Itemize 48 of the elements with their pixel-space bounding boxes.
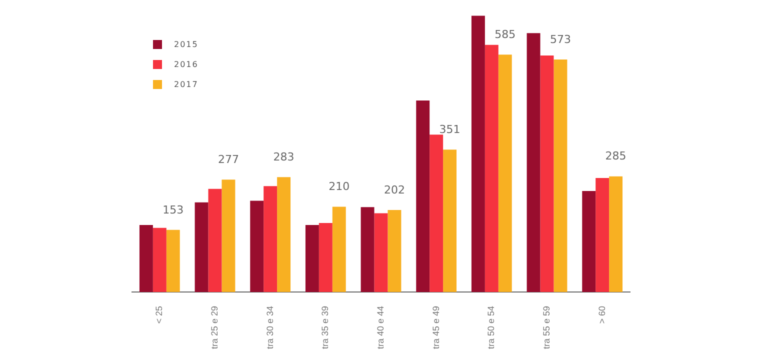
x-tick-label: tra 55 e 59 [541,306,552,349]
bar [388,210,402,292]
data-label: 153 [162,203,184,216]
bar [332,206,346,292]
bar [540,55,554,292]
x-tick-label: tra 30 e 34 [264,306,275,349]
bar [582,190,596,292]
bar [443,150,457,292]
legend-label: 2015 [174,40,198,48]
data-label: 210 [328,180,350,194]
legend-label: 2016 [174,60,198,68]
x-tick-label: < 25 [154,306,164,324]
data-label: 285 [605,150,626,163]
data-label: 585 [494,28,516,42]
bar [609,176,623,292]
data-label: 202 [384,183,405,196]
bar [222,180,236,292]
data-label: 277 [218,152,239,166]
x-tick-label: tra 40 e 44 [375,306,386,349]
bar [194,202,208,292]
data-label: 351 [439,122,460,136]
bar [264,186,278,292]
x-tick-label: tra 45 e 49 [430,306,441,349]
bar [526,33,540,292]
bar [471,16,485,292]
bar [318,223,332,292]
bar [484,44,498,292]
bar [498,54,512,292]
x-tick-label: tra 35 e 39 [320,306,330,349]
bar [554,60,568,292]
bar [596,178,610,292]
bar [360,207,374,292]
data-label: 283 [273,150,294,164]
bar [430,134,444,292]
legend-label: 2017 [174,80,198,88]
bar [250,200,264,292]
x-tick-label: > 60 [596,306,607,324]
data-label: 573 [550,32,571,46]
bar [139,225,153,292]
bar [374,213,388,292]
x-tick-label: tra 50 e 54 [486,306,496,349]
bar [416,100,430,292]
bar [152,228,166,292]
bar [305,225,319,292]
bar [277,177,291,292]
bar [166,230,180,292]
bar [208,188,222,292]
x-tick-label: tra 25 e 29 [209,306,220,349]
